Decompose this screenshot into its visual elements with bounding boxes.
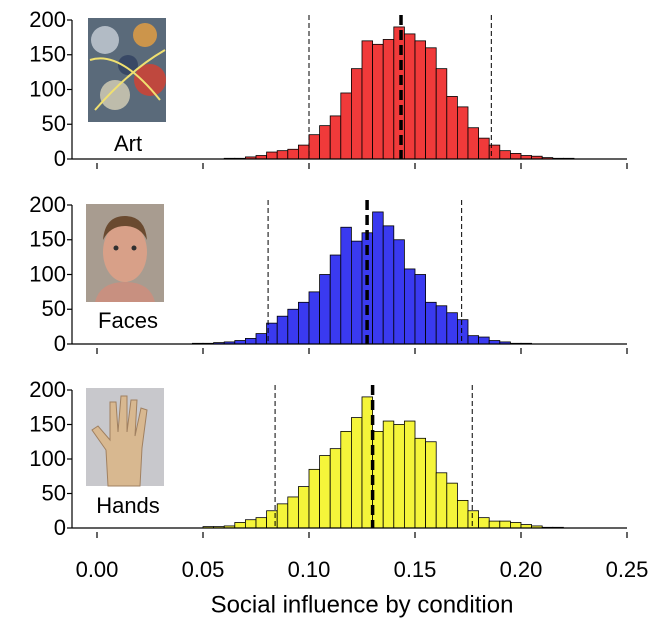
histogram-bar xyxy=(478,336,490,345)
histogram-bar xyxy=(478,517,490,529)
histogram-bar xyxy=(499,150,511,160)
hand-thumbnail xyxy=(86,388,164,487)
histogram-bar xyxy=(403,33,416,160)
histogram-bar xyxy=(403,268,416,345)
y-tick-label: 150 xyxy=(29,411,66,436)
histogram-bar xyxy=(425,441,437,529)
histogram-bar xyxy=(308,134,321,160)
y-tick-label: 50 xyxy=(42,480,66,505)
histogram-bar xyxy=(435,68,448,160)
histogram-bar xyxy=(425,47,437,160)
histogram-bar xyxy=(393,26,405,160)
y-tick-label: 150 xyxy=(29,227,66,252)
histogram-bar xyxy=(319,125,331,160)
histogram-bar xyxy=(467,127,479,160)
histogram-bar xyxy=(467,510,479,529)
histogram-bar xyxy=(287,148,299,160)
histogram-bar xyxy=(393,239,405,345)
histogram-bar xyxy=(340,226,352,345)
histogram-bar xyxy=(287,496,299,529)
histogram-bar xyxy=(372,211,384,345)
histogram-bar xyxy=(509,153,522,160)
x-tick-label: 0.10 xyxy=(288,557,331,582)
histogram-bar xyxy=(382,420,395,529)
histogram-bar xyxy=(287,308,299,345)
histogram-bar xyxy=(478,137,490,160)
histogram-bar xyxy=(329,448,342,529)
panel-label: Art xyxy=(114,131,142,156)
histogram-bar xyxy=(456,319,469,345)
y-tick-label: 200 xyxy=(29,7,66,32)
histogram-bar xyxy=(308,468,321,529)
x-axis-label: Social influence by condition xyxy=(211,591,514,618)
histogram-bar xyxy=(329,115,342,160)
x-tick-label: 0.05 xyxy=(182,557,225,582)
y-tick-label: 200 xyxy=(29,192,66,217)
histogram-bar xyxy=(308,291,321,345)
histogram-bar xyxy=(372,43,384,160)
histogram-bar xyxy=(425,301,437,345)
histogram-bar xyxy=(255,333,268,345)
histogram-bar xyxy=(403,420,416,529)
histogram-bar xyxy=(382,225,395,345)
histogram-bar xyxy=(456,106,469,160)
histogram-bar xyxy=(456,499,469,529)
y-tick-label: 100 xyxy=(29,261,66,286)
histogram-bar xyxy=(435,472,448,529)
art-thumbnail xyxy=(88,18,166,122)
histogram-bar xyxy=(244,519,257,529)
y-tick-label: 50 xyxy=(42,296,66,321)
y-tick-label: 100 xyxy=(29,446,66,471)
histogram-bar xyxy=(319,455,331,529)
x-tick-label: 0.00 xyxy=(76,557,119,582)
y-tick-label: 50 xyxy=(42,111,66,136)
histogram-bar xyxy=(414,274,427,345)
histogram-bar xyxy=(414,40,427,160)
histogram-bar xyxy=(446,312,458,345)
histogram-bar xyxy=(393,424,405,529)
x-tick-label: 0.15 xyxy=(394,557,437,582)
y-tick-label: 0 xyxy=(54,331,66,356)
histogram-bar xyxy=(340,430,352,529)
histogram-bar xyxy=(276,150,289,160)
histogram-bar xyxy=(297,486,310,529)
histogram-bar xyxy=(488,144,501,160)
histogram-bar xyxy=(382,39,395,160)
histogram-bar xyxy=(266,151,278,160)
histogram-bar xyxy=(361,40,374,160)
histogram-bar xyxy=(350,68,363,160)
histogram-bar xyxy=(488,520,501,529)
histogram-bar xyxy=(276,503,289,529)
histogram-bar xyxy=(350,417,363,529)
histogram-bar xyxy=(446,482,458,529)
x-tick-label: 0.25 xyxy=(606,557,649,582)
histogram-bar xyxy=(340,92,352,160)
face-thumbnail xyxy=(86,204,164,302)
histogram-bar xyxy=(297,144,310,160)
histogram-bar xyxy=(350,240,363,345)
histogram-bar xyxy=(446,96,458,160)
panel-label: Hands xyxy=(96,493,160,518)
histogram-bar xyxy=(467,335,479,345)
histogram-bar xyxy=(234,522,246,529)
histogram-bar xyxy=(329,254,342,345)
histogram-bar xyxy=(297,301,310,345)
histogram-bar xyxy=(255,517,268,529)
histogram-bar xyxy=(499,520,511,529)
x-tick-label: 0.20 xyxy=(500,557,543,582)
histogram-bar xyxy=(435,305,448,345)
histogram-bar xyxy=(244,338,257,345)
panel-label: Faces xyxy=(98,308,158,333)
histogram-bar xyxy=(266,510,278,529)
y-tick-label: 100 xyxy=(29,76,66,101)
histogram-bar xyxy=(276,315,289,345)
histogram-bar xyxy=(319,274,331,345)
histogram-bar xyxy=(509,522,522,529)
y-tick-label: 0 xyxy=(54,146,66,171)
y-tick-label: 200 xyxy=(29,377,66,402)
y-tick-label: 0 xyxy=(54,515,66,540)
y-tick-label: 150 xyxy=(29,42,66,67)
histogram-bar xyxy=(414,437,427,529)
